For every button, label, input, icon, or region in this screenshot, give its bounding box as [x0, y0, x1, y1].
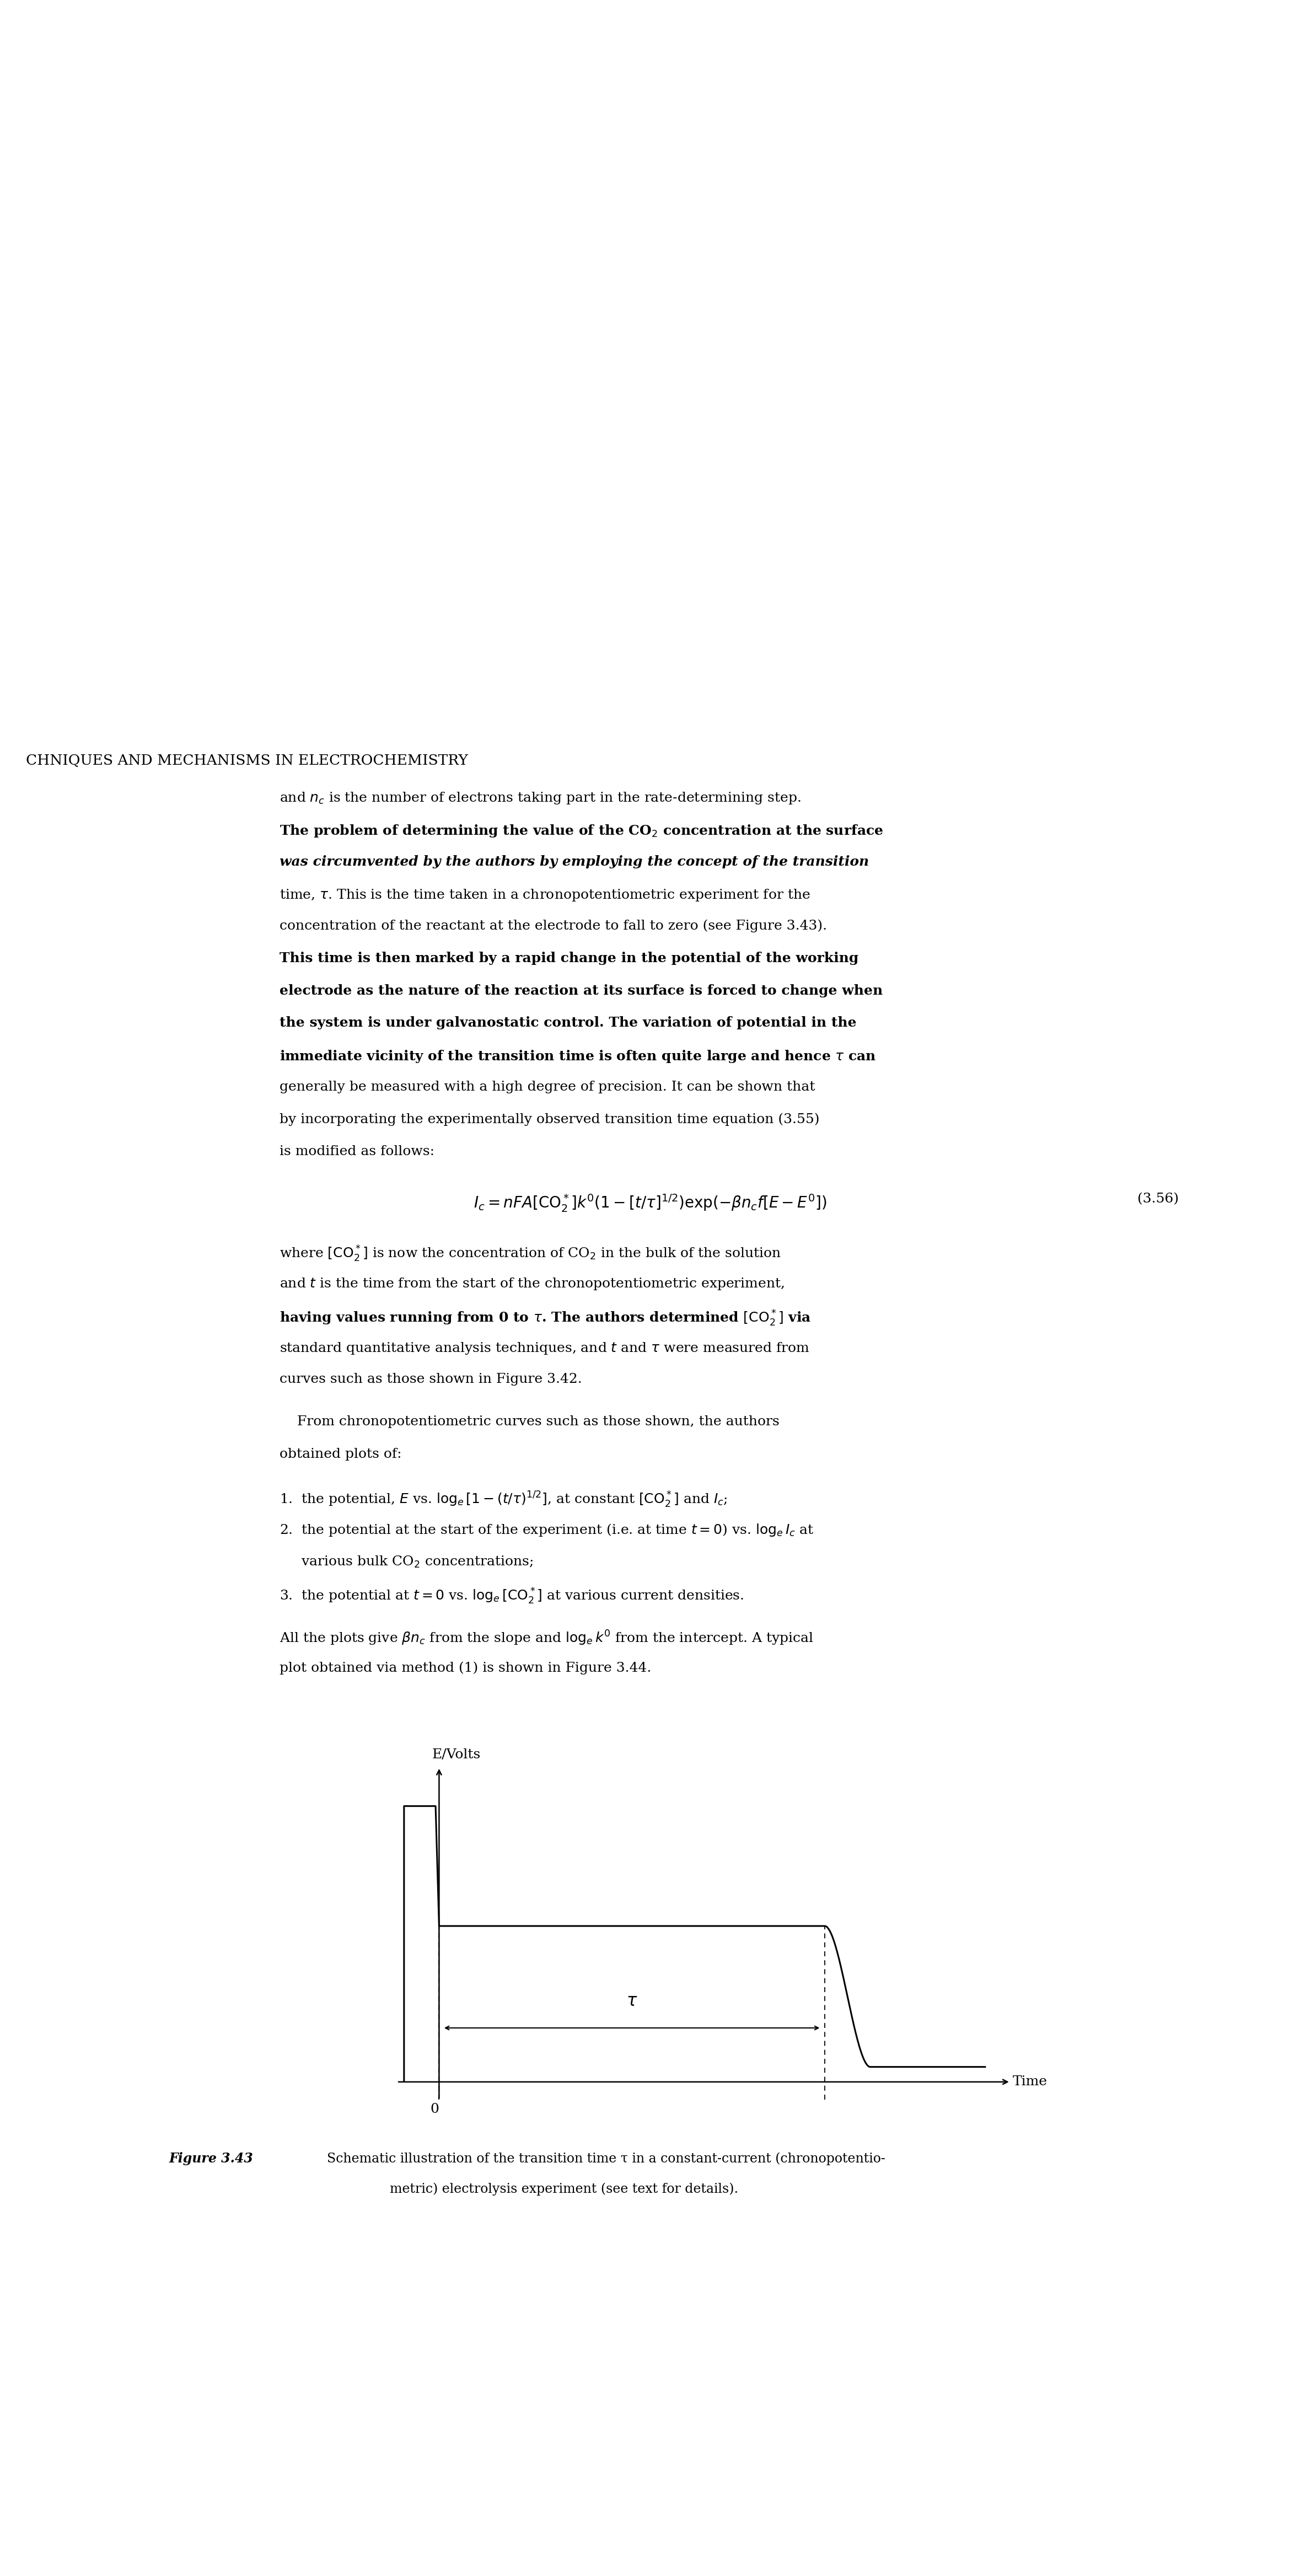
Text: where $[\mathrm{CO}_2^*]$ is now the concentration of CO$_2$ in the bulk of the : where $[\mathrm{CO}_2^*]$ is now the con… — [280, 1244, 781, 1262]
Text: 0: 0 — [430, 2102, 439, 2115]
Text: and $t$ is the time from the start of the chronopotentiometric experiment,: and $t$ is the time from the start of th… — [280, 1275, 785, 1291]
Text: time, $\tau$. This is the time taken in a chronopotentiometric experiment for th: time, $\tau$. This is the time taken in … — [280, 886, 810, 902]
Text: having values running from 0 to $\tau$. The authors determined $[\mathrm{CO}_2^*: having values running from 0 to $\tau$. … — [280, 1309, 811, 1327]
Text: From chronopotentiometric curves such as those shown, the authors: From chronopotentiometric curves such as… — [280, 1414, 780, 1427]
Text: various bulk CO$_2$ concentrations;: various bulk CO$_2$ concentrations; — [280, 1553, 533, 1569]
Text: the system is under galvanostatic control. The variation of potential in the: the system is under galvanostatic contro… — [280, 1015, 857, 1030]
Text: curves such as those shown in Figure 3.42.: curves such as those shown in Figure 3.4… — [280, 1373, 582, 1386]
Text: plot obtained via method (1) is shown in Figure 3.44.: plot obtained via method (1) is shown in… — [280, 1662, 651, 1674]
Text: E/Volts: E/Volts — [432, 1749, 481, 1762]
Text: 2.  the potential at the start of the experiment (i.e. at time $t=0$) vs. $\log_: 2. the potential at the start of the exp… — [280, 1522, 814, 1538]
Text: Schematic illustration of the transition time τ in a constant-current (chronopot: Schematic illustration of the transition… — [319, 2151, 885, 2166]
Text: metric) electrolysis experiment (see text for details).: metric) electrolysis experiment (see tex… — [390, 2182, 738, 2195]
Text: All the plots give $\beta n_c$ from the slope and $\log_e k^0$ from the intercep: All the plots give $\beta n_c$ from the … — [280, 1628, 814, 1646]
Text: The problem of determining the value of the CO$_2$ concentration at the surface: The problem of determining the value of … — [280, 824, 883, 837]
Text: $I_c = nFA[\mathrm{CO}_2^*]k^0(1 - [t/\tau]^{1/2})\exp(-\beta n_c f[E - E^0])$: $I_c = nFA[\mathrm{CO}_2^*]k^0(1 - [t/\t… — [473, 1193, 827, 1213]
Text: This time is then marked by a rapid change in the potential of the working: This time is then marked by a rapid chan… — [280, 951, 858, 966]
Text: 1.  the potential, $E$ vs. $\log_e[1-(t/\tau)^{1/2}]$, at constant $[\mathrm{CO}: 1. the potential, $E$ vs. $\log_e[1-(t/\… — [280, 1489, 728, 1510]
Text: CHNIQUES AND MECHANISMS IN ELECTROCHEMISTRY: CHNIQUES AND MECHANISMS IN ELECTROCHEMIS… — [26, 755, 468, 768]
Text: (3.56): (3.56) — [1138, 1193, 1179, 1206]
Text: by incorporating the experimentally observed transition time equation (3.55): by incorporating the experimentally obse… — [280, 1113, 819, 1126]
Text: $\tau$: $\tau$ — [627, 1994, 637, 2009]
Text: 3.  the potential at $t=0$ vs. $\log_e[\mathrm{CO}_2^*]$ at various current dens: 3. the potential at $t=0$ vs. $\log_e[\m… — [280, 1587, 744, 1605]
Text: concentration of the reactant at the electrode to fall to zero (see Figure 3.43): concentration of the reactant at the ele… — [280, 920, 827, 933]
Text: generally be measured with a high degree of precision. It can be shown that: generally be measured with a high degree… — [280, 1079, 815, 1092]
Text: electrode as the nature of the reaction at its surface is forced to change when: electrode as the nature of the reaction … — [280, 984, 883, 997]
Text: Time: Time — [1013, 2076, 1048, 2089]
Text: standard quantitative analysis techniques, and $t$ and $\tau$ were measured from: standard quantitative analysis technique… — [280, 1340, 810, 1355]
Text: immediate vicinity of the transition time is often quite large and hence $\tau$ : immediate vicinity of the transition tim… — [280, 1048, 876, 1064]
Text: Figure 3.43: Figure 3.43 — [169, 2151, 254, 2166]
Text: is modified as follows:: is modified as follows: — [280, 1144, 434, 1157]
Text: obtained plots of:: obtained plots of: — [280, 1448, 402, 1461]
Text: and $n_c$ is the number of electrons taking part in the rate-determining step.: and $n_c$ is the number of electrons tak… — [280, 791, 801, 806]
Text: was circumvented by the authors by employing the concept of the transition: was circumvented by the authors by emplo… — [280, 855, 868, 868]
